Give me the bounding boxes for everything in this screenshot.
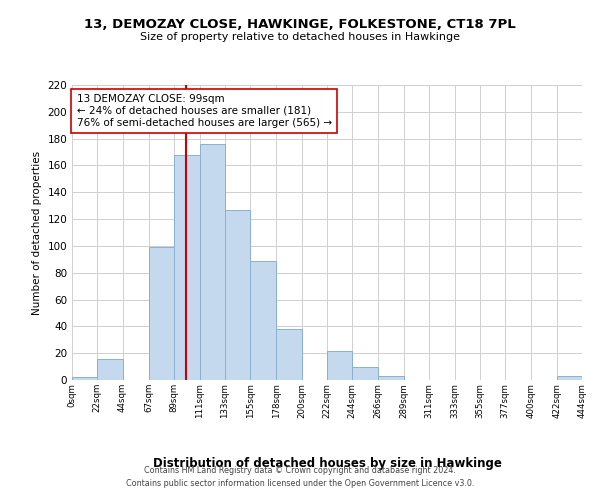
Bar <box>72 378 97 380</box>
Bar <box>97 358 122 380</box>
Text: 13, DEMOZAY CLOSE, HAWKINGE, FOLKESTONE, CT18 7PL: 13, DEMOZAY CLOSE, HAWKINGE, FOLKESTONE,… <box>84 18 516 30</box>
Bar <box>174 154 199 380</box>
X-axis label: Distribution of detached houses by size in Hawkinge: Distribution of detached houses by size … <box>152 456 502 469</box>
Text: 13 DEMOZAY CLOSE: 99sqm
← 24% of detached houses are smaller (181)
76% of semi-d: 13 DEMOZAY CLOSE: 99sqm ← 24% of detache… <box>77 94 332 128</box>
Bar <box>225 210 250 380</box>
Bar <box>352 366 377 380</box>
Bar <box>250 260 277 380</box>
Bar <box>377 376 404 380</box>
Bar <box>199 144 225 380</box>
Y-axis label: Number of detached properties: Number of detached properties <box>32 150 42 314</box>
Bar <box>149 247 174 380</box>
Bar <box>557 376 582 380</box>
Bar <box>327 350 352 380</box>
Text: Contains HM Land Registry data © Crown copyright and database right 2024.
Contai: Contains HM Land Registry data © Crown c… <box>126 466 474 487</box>
Text: Size of property relative to detached houses in Hawkinge: Size of property relative to detached ho… <box>140 32 460 42</box>
Bar <box>277 329 302 380</box>
